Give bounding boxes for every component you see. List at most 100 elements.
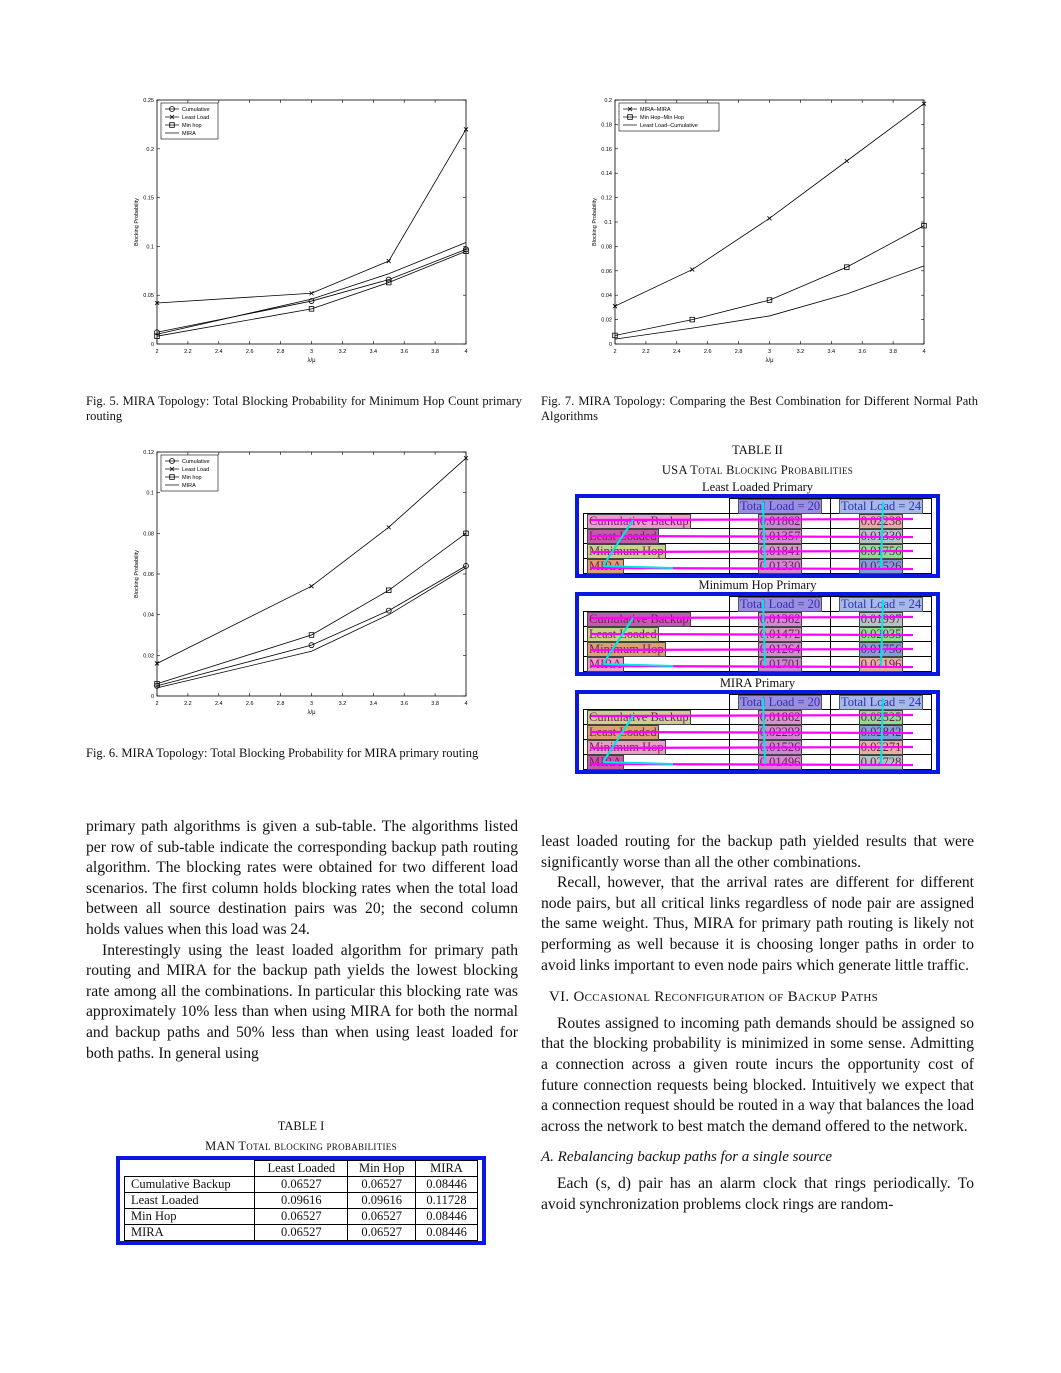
- x-tick-label: 3.8: [431, 349, 439, 355]
- x-tick-label: 4: [464, 701, 467, 707]
- x-axis-label: λ/μ: [307, 358, 316, 364]
- table-cell: 0.01362: [729, 611, 832, 627]
- x-axis-label: λ/μ: [307, 710, 316, 716]
- x-tick-label: 3.6: [400, 701, 408, 707]
- data-point: [154, 681, 160, 687]
- value-highlight: 0.01330: [757, 559, 803, 574]
- row-label-cell: MIRA: [582, 656, 731, 672]
- y-tick-label: 0: [609, 342, 612, 348]
- row-label-cell: Minimum Hop: [582, 543, 731, 559]
- x-tick-label: 2: [155, 349, 158, 355]
- x-tick-label: 4: [922, 349, 925, 355]
- table-cell: 0.06527: [347, 1208, 416, 1225]
- value-highlight: 0.01841: [757, 544, 803, 559]
- table-cell: 0.01526: [729, 739, 832, 755]
- table-row: Least Loaded 0.02293 0.02842: [582, 724, 932, 740]
- value-highlight: 0.01472: [757, 627, 803, 642]
- data-point: [386, 279, 392, 286]
- row-label: Least Loaded: [587, 529, 659, 544]
- x-tick-label: 2.6: [704, 349, 712, 355]
- table-cell: 0.08446: [415, 1208, 478, 1225]
- subsection-heading: A. Rebalancing backup paths for a single…: [541, 1149, 833, 1166]
- value-highlight: 0.02842: [858, 725, 904, 740]
- data-point: [463, 248, 469, 254]
- data-point: [921, 222, 927, 229]
- row-label: Least Loaded: [587, 725, 659, 740]
- table-row: Minimum Hop 0.01264 0.01756: [582, 641, 932, 657]
- header-highlight: Total Load = 24: [838, 597, 924, 612]
- subtable-header-row: Total Load = 20 Total Load = 24: [583, 694, 932, 710]
- legend-marker: [627, 106, 633, 112]
- table-cell: 0.09616: [254, 1192, 349, 1209]
- table-2: TABLE II USA Total Blocking Probabilitie…: [570, 440, 945, 774]
- y-tick-label: 0.12: [143, 450, 154, 456]
- legend-marker: [169, 458, 175, 464]
- fig5-caption: Fig. 5. MIRA Topology: Total Blocking Pr…: [86, 394, 522, 423]
- series-line: [156, 250, 467, 337]
- table-row: Minimum Hop 0.01841 0.01756: [582, 543, 932, 559]
- table-cell: 0.08446: [415, 1224, 478, 1241]
- subtable-header-cell: Total Load = 24: [830, 596, 932, 612]
- data-point: [766, 297, 773, 303]
- series-line: [614, 265, 925, 340]
- table-cell: 0.02035: [830, 626, 932, 642]
- row-label: Minimum Hop: [587, 642, 666, 657]
- legend-marker: [169, 106, 175, 112]
- fig6-chart: 2 2.2 2.4 2.6 2.8 3 3.2 3.4 3.6 3.8 4 0 0.02 0.04 0.06…: [134, 450, 469, 716]
- row-label-cell: Least Loaded: [582, 528, 731, 544]
- data-point: [689, 267, 695, 272]
- y-axis-label: Blocking Probability: [134, 550, 140, 598]
- legend-marker: [627, 114, 633, 120]
- data-point: [844, 158, 850, 164]
- x-tick-label: 3.6: [400, 349, 408, 355]
- table-cell: 0.02842: [830, 724, 932, 740]
- x-tick-label: 3.4: [827, 349, 835, 355]
- header-highlight: Total Load = 24: [838, 695, 924, 710]
- y-tick-label: 0.08: [143, 531, 154, 537]
- value-highlight: 0.01862: [757, 514, 803, 529]
- y-tick-label: 0.02: [143, 653, 154, 659]
- value-highlight: 0.02035: [858, 627, 904, 642]
- legend-label: Cumulative: [182, 107, 210, 113]
- series-line: [156, 248, 467, 333]
- data-point: [386, 524, 392, 530]
- table-cell: 0.02526: [830, 558, 932, 574]
- right-paragraph-3: Routes assigned to incoming path demands…: [541, 1014, 974, 1135]
- value-highlight: 0.02238: [858, 514, 904, 529]
- legend-label: Min hop: [182, 475, 202, 481]
- plot-frame: [614, 99, 925, 345]
- row-label-cell: Least Loaded: [582, 626, 731, 642]
- table-cell: 0.11728: [415, 1192, 478, 1209]
- y-tick-label: 0.15: [143, 196, 154, 202]
- table-cell: 0.02196: [830, 656, 932, 672]
- right-column: least loaded routing for the backup path…: [541, 832, 974, 1215]
- data-point: [308, 306, 315, 312]
- data-point: [921, 101, 927, 106]
- table-cell: 0.01357: [729, 528, 832, 544]
- value-highlight: 0.02728: [858, 755, 904, 770]
- table-cell: 0.01756: [830, 543, 932, 559]
- y-tick-label: 0.16: [601, 147, 612, 153]
- table-cell: 0.02271: [830, 739, 932, 755]
- x-tick-label: 3.2: [339, 349, 347, 355]
- row-label: Cumulative Backup: [587, 514, 691, 529]
- header-highlight: Total Load = 20: [738, 499, 823, 514]
- data-point: [308, 632, 315, 638]
- y-tick-label: 0.1: [146, 244, 154, 250]
- data-point: [463, 455, 469, 461]
- y-axis-label: Blocking Probability: [134, 198, 140, 246]
- series-line: [156, 457, 467, 664]
- table1-header-row: Least Loaded Min Hop MIRA: [124, 1160, 478, 1177]
- value-highlight: 0.02271: [858, 740, 904, 755]
- fig7-chart: 2 2.2 2.4 2.6 2.8 3 3.2 3.4 3.6 3.8 4 0 0.02 0.04 0.06…: [592, 98, 927, 364]
- right-paragraph-1: least loaded routing for the backup path…: [541, 833, 974, 871]
- data-point: [689, 316, 695, 323]
- table-row: Least Loaded 0.01357 0.01330: [582, 528, 932, 544]
- table-row: MIRA 0.06527 0.06527 0.08446: [123, 1224, 478, 1241]
- row-label: Cumulative Backup: [587, 612, 691, 627]
- legend-label: MIRA–MIRA: [640, 107, 671, 113]
- subtable-box: Total Load = 20 Total Load = 24 Cumulative…: [575, 592, 940, 676]
- header-highlight: Total Load = 20: [738, 695, 823, 710]
- x-tick-label: 2.4: [215, 701, 223, 707]
- table-row: Min Hop 0.06527 0.06527 0.08446: [123, 1208, 478, 1225]
